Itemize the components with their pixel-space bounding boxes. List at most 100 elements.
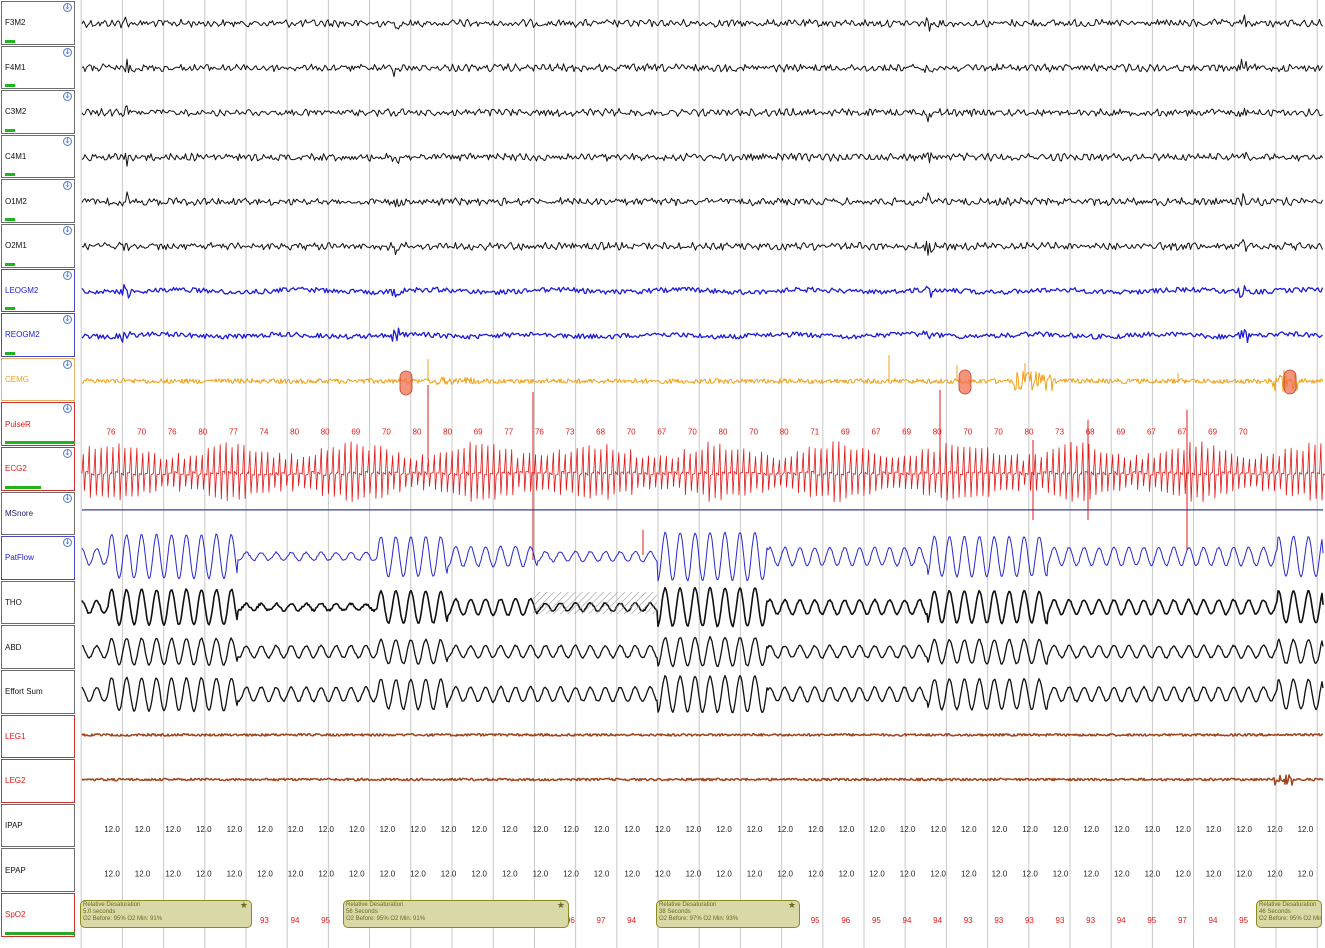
spo2-value: 93 bbox=[1056, 916, 1065, 925]
ipap-value: 12.0 bbox=[1206, 825, 1222, 834]
eeg-trace-o2m1 bbox=[81, 239, 1323, 256]
epap-value: 12.0 bbox=[869, 869, 885, 878]
channel-label-patflow[interactable]: PatFlow ↓ bbox=[1, 536, 75, 580]
gain-adjust-icon[interactable]: ↓ bbox=[63, 359, 72, 369]
epap-value: 12.0 bbox=[1114, 869, 1130, 878]
pulse-rate-value: 70 bbox=[963, 427, 972, 436]
ipap-value: 12.0 bbox=[1022, 825, 1038, 834]
signal-quality-bar bbox=[5, 128, 15, 132]
epap-value: 12.0 bbox=[1267, 869, 1283, 878]
channel-label-msnore[interactable]: MSnore ↓ bbox=[1, 491, 75, 536]
signal-quality-bar bbox=[5, 931, 75, 935]
pulse-rate-value: 70 bbox=[994, 427, 1003, 436]
gain-adjust-icon[interactable]: ↓ bbox=[63, 226, 72, 235]
channel-label-cemg[interactable]: CEMG ↓ bbox=[1, 357, 75, 402]
spo2-value: 93 bbox=[260, 916, 269, 925]
channel-label-f4m1[interactable]: F4M1 ↓ bbox=[1, 45, 75, 90]
channel-label-leg2[interactable]: LEG2 bbox=[1, 759, 75, 803]
channel-label-spo2[interactable]: SpO2 bbox=[1, 893, 75, 937]
pulse-rate-value: 70 bbox=[137, 427, 146, 436]
channel-label-o2m1[interactable]: O2M1 ↓ bbox=[1, 224, 75, 268]
channel-name: PulseR bbox=[5, 419, 31, 429]
channel-label-effort-sum[interactable]: Effort Sum bbox=[1, 670, 75, 714]
channel-label-pulser[interactable]: PulseR ↓ bbox=[1, 402, 75, 446]
channel-name: PatFlow bbox=[5, 553, 34, 563]
gain-adjust-icon[interactable]: ↓ bbox=[63, 47, 72, 57]
channel-name: LEG1 bbox=[5, 731, 26, 741]
ipap-value: 12.0 bbox=[900, 825, 916, 834]
channel-label-f3m2[interactable]: F3M2 ↓ bbox=[1, 1, 75, 45]
gain-adjust-icon[interactable]: ↓ bbox=[63, 181, 72, 191]
channel-label-c4m1[interactable]: C4M1 ↓ bbox=[1, 134, 75, 179]
channel-label-abd[interactable]: ABD bbox=[1, 625, 75, 669]
signal-quality-bar bbox=[5, 485, 41, 489]
channel-name: EPAP bbox=[5, 865, 26, 875]
pulse-rate-value: 77 bbox=[504, 427, 513, 436]
gain-adjust-icon[interactable]: ↓ bbox=[63, 315, 72, 325]
channel-label-tho[interactable]: THO bbox=[1, 580, 75, 625]
channel-name: REOGM2 bbox=[5, 330, 40, 340]
channel-label-reogm2[interactable]: REOGM2 ↓ bbox=[1, 313, 75, 357]
epap-value: 12.0 bbox=[747, 869, 763, 878]
gain-adjust-icon[interactable]: ↓ bbox=[63, 3, 72, 12]
gain-adjust-icon[interactable]: ↓ bbox=[63, 404, 72, 414]
eeg-trace-o1m2 bbox=[81, 191, 1323, 208]
gain-adjust-icon[interactable]: ↓ bbox=[63, 136, 72, 146]
patflow-trace bbox=[81, 531, 1324, 582]
epap-value: 12.0 bbox=[410, 869, 426, 878]
star-icon[interactable]: ★ bbox=[556, 901, 565, 911]
ipap-value: 12.0 bbox=[227, 825, 243, 834]
channel-label-ecg2[interactable]: ECG2 ↓ bbox=[1, 447, 75, 491]
signal-quality-bar bbox=[5, 307, 15, 311]
star-icon[interactable]: ★ bbox=[787, 901, 796, 911]
channel-label-epap[interactable]: EPAP bbox=[1, 848, 75, 892]
pulse-rate-value: 67 bbox=[872, 427, 881, 436]
epap-value: 12.0 bbox=[318, 869, 334, 878]
desaturation-event[interactable]: Relative Desaturation 38 Seconds O2 Before… bbox=[656, 900, 800, 928]
desaturation-event[interactable]: Relative Desaturation 5.0 seconds O2 Befor… bbox=[80, 900, 252, 928]
desaturation-event[interactable]: Relative Desaturation 56 Seconds O2 Before… bbox=[343, 900, 569, 928]
channel-label-leogm2[interactable]: LEOGM2 ↓ bbox=[1, 268, 75, 313]
ipap-value: 12.0 bbox=[349, 825, 365, 834]
gain-adjust-icon[interactable]: ↓ bbox=[63, 92, 72, 102]
gain-adjust-icon[interactable]: ↓ bbox=[63, 538, 72, 548]
channel-label-c3m2[interactable]: C3M2 ↓ bbox=[1, 90, 75, 134]
epap-value: 12.0 bbox=[471, 869, 487, 878]
epap-value: 12.0 bbox=[502, 869, 518, 878]
channel-name: ABD bbox=[5, 642, 22, 652]
spo2-value: 94 bbox=[627, 916, 636, 925]
pulse-rate-value: 76 bbox=[168, 427, 177, 436]
signal-plot-area[interactable]: 76 70 76 80 77 74 80 80 69 70 80 80 69 77 76 73 68 70 67 70… bbox=[78, 0, 1325, 948]
channel-name: LEOGM2 bbox=[5, 285, 39, 295]
desaturation-event[interactable]: Relative Desaturation 46 Seconds O2 Before… bbox=[1256, 900, 1322, 928]
gain-adjust-icon[interactable]: ↓ bbox=[63, 270, 72, 280]
star-icon[interactable]: ★ bbox=[239, 901, 248, 911]
epap-value: 12.0 bbox=[441, 869, 457, 878]
arousal-marker bbox=[1283, 369, 1297, 395]
event-o2-values: O2 Before: 95% O2 Min: 91% bbox=[1259, 916, 1321, 922]
channel-name: C3M2 bbox=[5, 107, 27, 117]
epap-value: 12.0 bbox=[227, 869, 243, 878]
epap-value: 12.0 bbox=[594, 869, 610, 878]
gain-adjust-icon[interactable]: ↓ bbox=[63, 493, 72, 503]
epap-value: 12.0 bbox=[992, 869, 1008, 878]
channel-label-leg1[interactable]: LEG1 bbox=[1, 714, 75, 759]
epap-value: 12.0 bbox=[839, 869, 855, 878]
spo2-value: 95 bbox=[811, 916, 820, 925]
event-title: Relative Desaturation bbox=[83, 902, 141, 908]
pulse-rate-value: 70 bbox=[1239, 427, 1248, 436]
epap-value: 12.0 bbox=[1053, 869, 1069, 878]
channel-label-ipap[interactable]: IPAP bbox=[1, 803, 75, 848]
channel-label-o1m2[interactable]: O1M2 ↓ bbox=[1, 179, 75, 223]
ipap-value: 12.0 bbox=[1267, 825, 1283, 834]
ipap-value: 12.0 bbox=[502, 825, 518, 834]
epap-value: 12.0 bbox=[196, 869, 212, 878]
event-duration: 46 Seconds bbox=[1259, 909, 1291, 915]
spo2-value: 94 bbox=[1209, 916, 1218, 925]
event-duration: 5.0 seconds bbox=[83, 909, 116, 915]
ipap-value: 12.0 bbox=[257, 825, 273, 834]
ipap-value: 12.0 bbox=[288, 825, 304, 834]
event-title: Relative Desaturation bbox=[346, 902, 404, 908]
gain-adjust-icon[interactable]: ↓ bbox=[63, 449, 72, 458]
pulse-rate-value: 68 bbox=[596, 427, 605, 436]
